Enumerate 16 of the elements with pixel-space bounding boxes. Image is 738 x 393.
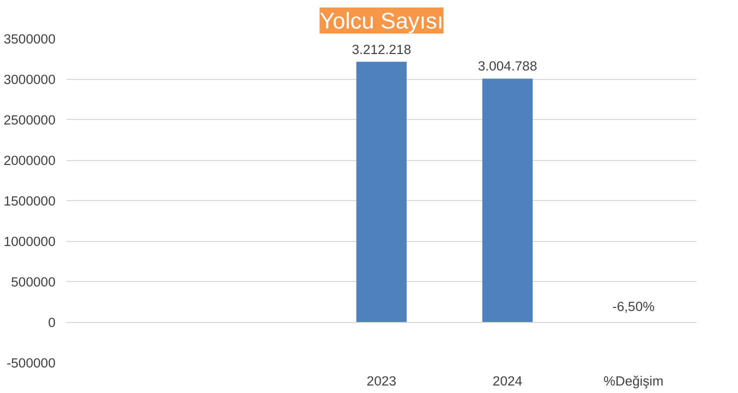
chart-title: Yolcu Sayısı — [320, 8, 444, 34]
y-tick-label: 1000000 — [4, 234, 56, 249]
data-label: -6,50% — [612, 299, 655, 314]
y-tick-label: 500000 — [11, 274, 56, 290]
y-tick-label: -500000 — [6, 356, 56, 370]
y-tick-label: 3000000 — [4, 72, 56, 87]
x-tick-label: 2024 — [492, 374, 523, 388]
y-tick-label: 2000000 — [4, 153, 56, 168]
data-label: 3.212.218 — [352, 42, 412, 57]
x-tick-label: %Değişim — [604, 374, 664, 388]
y-tick-label: 0 — [48, 315, 56, 330]
y-tick-label: 2500000 — [4, 112, 56, 128]
y-tick-label: 1500000 — [4, 194, 56, 208]
x-tick-label: 2023 — [366, 374, 396, 388]
y-tick-label: 3500000 — [4, 32, 56, 46]
data-label: 3.004.788 — [478, 58, 538, 74]
